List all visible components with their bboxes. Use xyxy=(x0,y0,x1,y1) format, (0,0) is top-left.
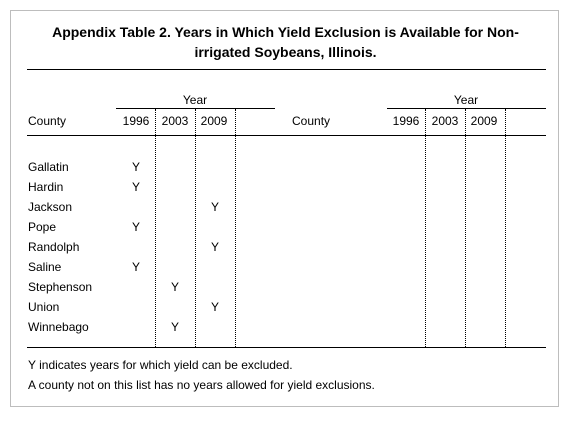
county-name: Union xyxy=(28,300,60,314)
year-header-2003-left: 2003 xyxy=(161,114,189,128)
year-1996-cell: Y xyxy=(131,180,140,194)
county-name: Saline xyxy=(28,260,62,274)
year-2009-cell: Y xyxy=(210,200,219,214)
county-name: Pope xyxy=(28,220,57,234)
bottom-rule xyxy=(27,347,546,348)
year-header-2009-left: 2009 xyxy=(200,114,228,128)
header-rule xyxy=(27,135,546,136)
year-2009-cell: Y xyxy=(210,240,219,254)
table-frame xyxy=(10,10,559,407)
year-1996-cell: Y xyxy=(131,220,140,234)
county-name: Hardin xyxy=(28,180,64,194)
county-name: Winnebago xyxy=(28,320,89,334)
column-separator xyxy=(195,109,196,347)
table-title-line-1: Appendix Table 2. Years in Which Yield E… xyxy=(52,24,519,40)
year-underline-left xyxy=(116,108,275,109)
year-header-2003-right: 2003 xyxy=(431,114,459,128)
year-1996-cell: Y xyxy=(131,160,140,174)
county-name: Stephenson xyxy=(28,280,93,294)
county-header-left: County xyxy=(28,114,67,128)
year-header-1996-right: 1996 xyxy=(392,114,420,128)
column-separator xyxy=(425,109,426,347)
column-separator xyxy=(505,109,506,347)
year-header-2009-right: 2009 xyxy=(470,114,498,128)
county-header-right: County xyxy=(292,114,331,128)
year-underline-right xyxy=(387,108,546,109)
year-2009-cell: Y xyxy=(210,300,219,314)
year-2003-cell: Y xyxy=(170,280,179,294)
column-separator xyxy=(235,109,236,347)
county-name: Jackson xyxy=(28,200,73,214)
year-group-label-right: Year xyxy=(453,93,479,107)
column-separator xyxy=(465,109,466,347)
year-1996-cell: Y xyxy=(131,260,140,274)
year-2003-cell: Y xyxy=(170,320,179,334)
top-rule xyxy=(27,69,546,70)
footnote-missing-counties: A county not on this list has no years a… xyxy=(28,378,375,392)
table-title-line-2: irrigated Soybeans, Illinois. xyxy=(194,44,377,60)
footnote-legend: Y indicates years for which yield can be… xyxy=(28,358,293,372)
year-header-1996-left: 1996 xyxy=(122,114,150,128)
county-name: Randolph xyxy=(28,240,80,254)
year-group-label-left: Year xyxy=(182,93,208,107)
county-name: Gallatin xyxy=(28,160,69,174)
column-separator xyxy=(155,109,156,347)
